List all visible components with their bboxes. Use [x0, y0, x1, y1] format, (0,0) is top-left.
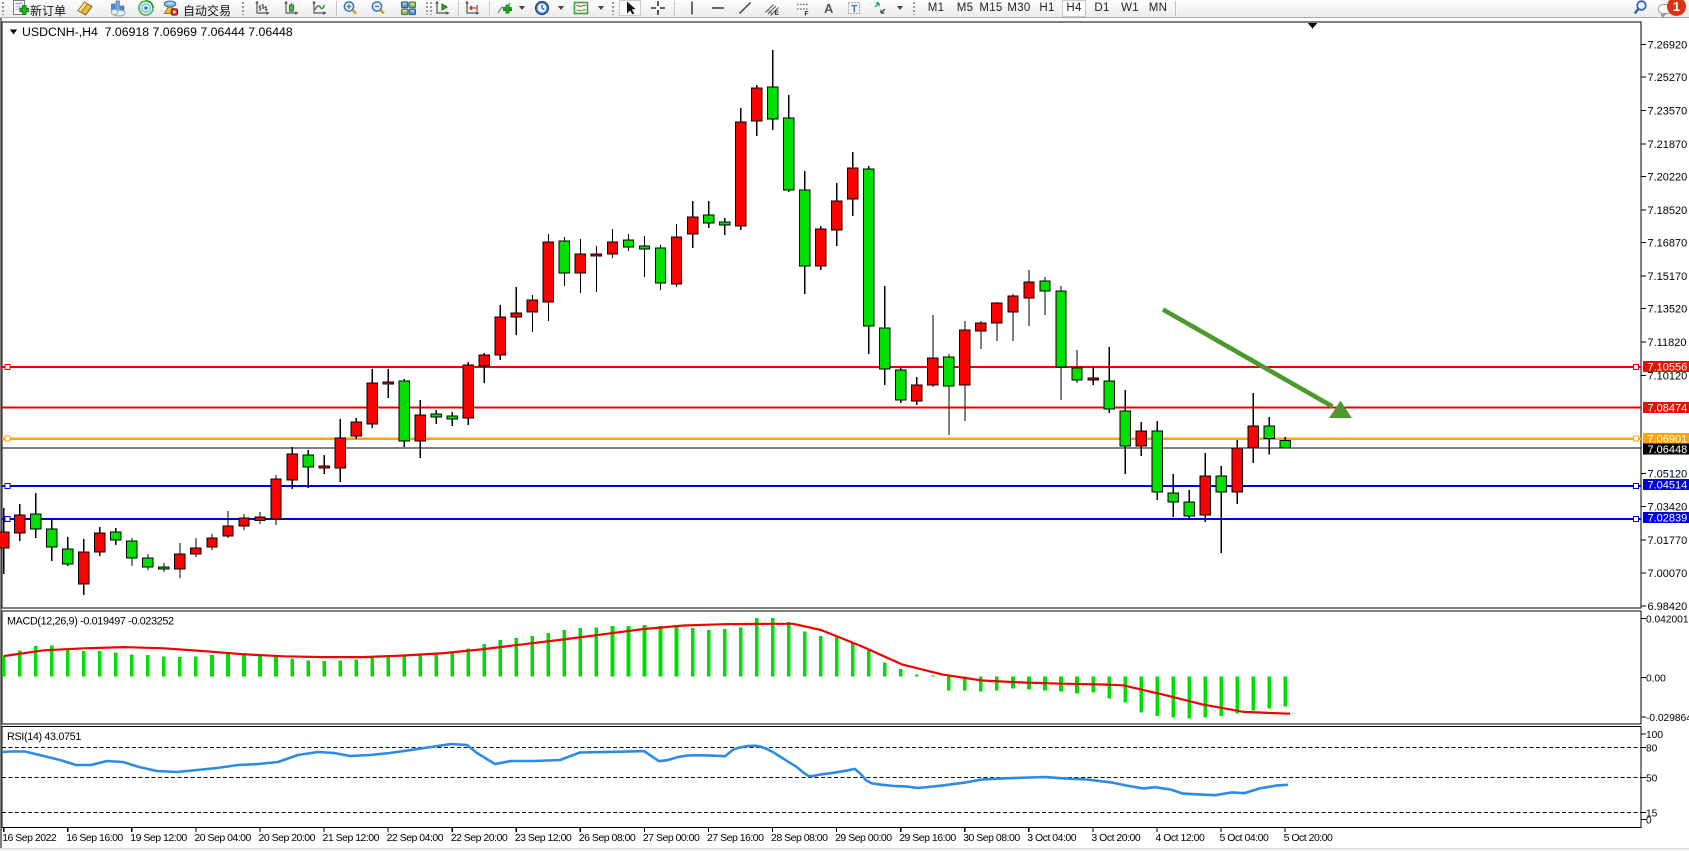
svg-text:RSI(14) 43.0751: RSI(14) 43.0751	[7, 731, 81, 743]
svg-text:7.06901: 7.06901	[1648, 433, 1688, 445]
svg-text:5 Oct 20:00: 5 Oct 20:00	[1284, 832, 1333, 844]
svg-text:23 Sep 12:00: 23 Sep 12:00	[515, 832, 572, 844]
svg-text:3 Oct 04:00: 3 Oct 04:00	[1027, 832, 1076, 844]
svg-text:30 Sep 08:00: 30 Sep 08:00	[963, 832, 1020, 844]
svg-text:7.15170: 7.15170	[1648, 271, 1688, 283]
svg-text:50: 50	[1646, 774, 1658, 785]
svg-text:7.16870: 7.16870	[1648, 238, 1688, 250]
svg-text:5 Oct 04:00: 5 Oct 04:00	[1220, 832, 1269, 844]
svg-text:15: 15	[1646, 808, 1658, 819]
svg-text:7.01770: 7.01770	[1648, 535, 1688, 547]
svg-text:7.25270: 7.25270	[1648, 72, 1688, 84]
svg-text:27 Sep 00:00: 27 Sep 00:00	[643, 832, 700, 844]
svg-text:7.23570: 7.23570	[1648, 106, 1688, 118]
svg-text:USDCNH-,H4 7.06918 7.06969 7.: USDCNH-,H4 7.06918 7.06969 7.06444 7.064…	[22, 25, 293, 39]
svg-text:MACD(12,26,9) -0.019497 -0.023: MACD(12,26,9) -0.019497 -0.023252	[7, 616, 174, 628]
svg-text:-0.029864: -0.029864	[1646, 713, 1689, 724]
svg-text:29 Sep 16:00: 29 Sep 16:00	[899, 832, 956, 844]
svg-text:T: T	[851, 4, 857, 15]
svg-text:7.11820: 7.11820	[1648, 337, 1687, 349]
svg-text:0.00: 0.00	[1646, 674, 1666, 685]
svg-text:7.02839: 7.02839	[1648, 513, 1688, 525]
svg-text:16 Sep 2022: 16 Sep 2022	[2, 832, 57, 844]
svg-text:7.03420: 7.03420	[1648, 502, 1688, 514]
svg-text:0.042001: 0.042001	[1646, 615, 1689, 626]
svg-text:7.21870: 7.21870	[1648, 139, 1688, 151]
svg-text:7.13520: 7.13520	[1648, 304, 1688, 316]
svg-text:3 Oct 20:00: 3 Oct 20:00	[1091, 832, 1140, 844]
svg-text:7.00070: 7.00070	[1648, 568, 1688, 580]
svg-text:0: 0	[1646, 815, 1652, 826]
svg-text:28 Sep 08:00: 28 Sep 08:00	[771, 832, 828, 844]
svg-text:16 Sep 16:00: 16 Sep 16:00	[66, 832, 123, 844]
svg-text:20 Sep 20:00: 20 Sep 20:00	[259, 832, 316, 844]
svg-text:7.10120: 7.10120	[1648, 371, 1688, 383]
svg-text:27 Sep 16:00: 27 Sep 16:00	[707, 832, 764, 844]
svg-text:7.08474: 7.08474	[1648, 403, 1688, 415]
svg-text:6.98420: 6.98420	[1648, 601, 1688, 613]
svg-text:19 Sep 12:00: 19 Sep 12:00	[130, 832, 187, 844]
svg-text:26 Sep 08:00: 26 Sep 08:00	[579, 832, 636, 844]
svg-text:7.26920: 7.26920	[1648, 40, 1688, 52]
svg-text:7.04514: 7.04514	[1648, 480, 1688, 492]
svg-text:7.10556: 7.10556	[1648, 362, 1688, 374]
svg-text:E: E	[775, 10, 780, 17]
svg-text:100: 100	[1646, 730, 1663, 741]
svg-text:7.18520: 7.18520	[1648, 205, 1688, 217]
svg-text:20 Sep 04:00: 20 Sep 04:00	[194, 832, 251, 844]
svg-text:7.06448: 7.06448	[1648, 444, 1688, 456]
svg-text:21 Sep 12:00: 21 Sep 12:00	[323, 832, 380, 844]
svg-text:29 Sep 00:00: 29 Sep 00:00	[835, 832, 892, 844]
svg-text:22 Sep 20:00: 22 Sep 20:00	[451, 832, 508, 844]
svg-text:F: F	[805, 11, 809, 18]
svg-text:80: 80	[1646, 743, 1658, 754]
svg-text:7.20220: 7.20220	[1648, 172, 1688, 184]
svg-text:4 Oct 12:00: 4 Oct 12:00	[1156, 832, 1205, 844]
svg-text:22 Sep 04:00: 22 Sep 04:00	[387, 832, 444, 844]
svg-text:7.05120: 7.05120	[1648, 469, 1688, 481]
